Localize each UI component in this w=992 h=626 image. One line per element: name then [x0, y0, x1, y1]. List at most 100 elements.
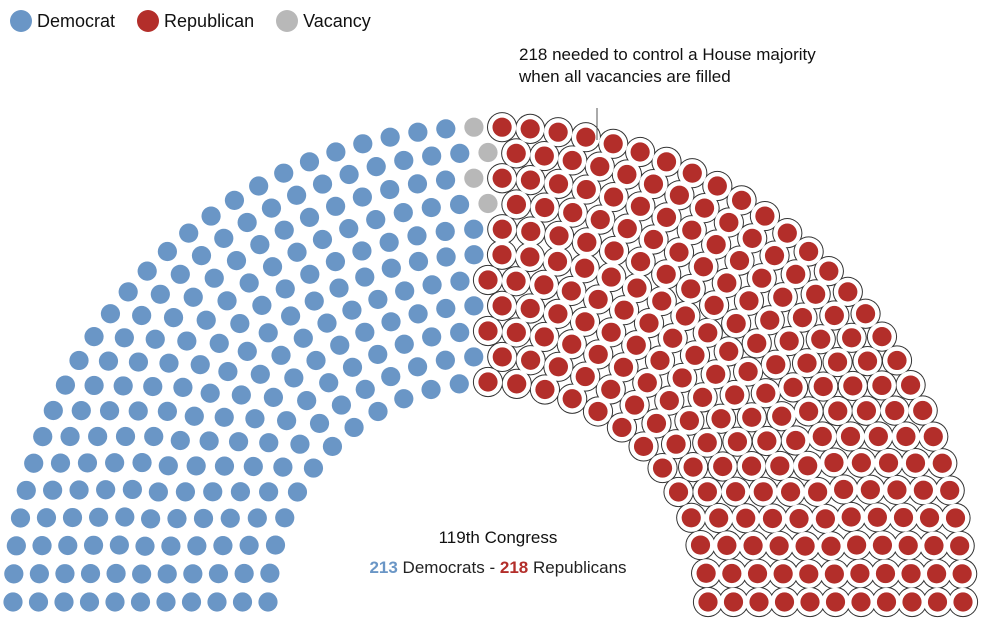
seat-vacancy: [464, 117, 484, 137]
seat-republican: [747, 333, 767, 353]
seat-republican: [850, 563, 870, 584]
seat-republican: [795, 536, 815, 556]
seat-democrat: [220, 508, 240, 528]
seat-republican: [762, 508, 783, 529]
democrat-count-label: Democrats: [402, 558, 485, 577]
seat-republican: [563, 203, 583, 223]
seat-republican: [637, 373, 657, 393]
legend-swatch-republican: [137, 10, 160, 32]
seat-democrat: [77, 453, 98, 473]
seat-republican: [698, 592, 718, 612]
seat-democrat: [407, 226, 427, 246]
seat-democrat: [98, 351, 119, 371]
seat-republican: [506, 194, 527, 215]
seat-democrat: [213, 536, 233, 556]
annotation-line-2: when all vacancies are filled: [519, 67, 731, 86]
seat-democrat: [209, 333, 229, 353]
seat-democrat: [339, 164, 359, 185]
seat-republican: [875, 563, 896, 584]
seat-republican: [885, 401, 905, 421]
seat-democrat: [407, 357, 428, 377]
seat-republican: [792, 307, 813, 328]
legend-swatch-vacancy: [276, 10, 299, 32]
seat-republican: [806, 284, 826, 304]
seat-republican: [799, 401, 819, 421]
seat-democrat: [224, 190, 245, 210]
seat-democrat: [144, 426, 164, 447]
seat-republican: [652, 458, 673, 478]
seat-republican: [492, 245, 512, 265]
seat-republican: [626, 335, 646, 355]
seat-republican: [534, 275, 554, 295]
seat-democrat: [299, 207, 320, 227]
seat-democrat: [449, 374, 469, 394]
seat-democrat: [128, 352, 149, 372]
seat-republican: [813, 376, 833, 397]
seat-democrat: [381, 312, 401, 332]
seat-democrat: [304, 291, 324, 311]
seat-democrat: [191, 246, 212, 266]
seat-democrat: [252, 295, 272, 315]
seat-democrat: [32, 536, 52, 556]
seat-republican: [887, 350, 907, 371]
seat-republican: [857, 351, 878, 371]
seat-republican: [652, 291, 672, 311]
seat-republican: [507, 374, 527, 394]
seat-republican: [739, 291, 759, 311]
seat-republican: [723, 592, 744, 612]
seat-republican: [851, 592, 871, 612]
seat-democrat: [322, 436, 343, 457]
seat-republican: [681, 508, 701, 528]
seat-republican: [672, 368, 692, 388]
republican-count: 218: [499, 558, 529, 577]
seat-republican: [772, 406, 792, 426]
seat-republican: [769, 536, 789, 556]
seat-republican: [717, 535, 737, 555]
seat-republican: [932, 453, 952, 473]
seat-republican: [896, 426, 916, 447]
seat-democrat: [287, 482, 308, 502]
seat-republican: [575, 312, 595, 332]
seat-democrat: [132, 305, 152, 326]
seat-republican: [625, 395, 645, 415]
seat-democrat: [114, 328, 134, 348]
seat-republican: [777, 223, 797, 243]
seat-republican: [726, 313, 746, 334]
seat-republican: [749, 592, 769, 612]
seat-democrat: [204, 268, 224, 288]
seat-democrat: [175, 482, 196, 502]
seat-republican: [683, 457, 703, 477]
seat-democrat: [196, 310, 216, 330]
seat-democrat: [186, 456, 206, 476]
seat-democrat: [450, 271, 470, 291]
seat-republican: [711, 409, 731, 429]
seat-democrat: [141, 509, 161, 529]
seat-democrat: [190, 355, 210, 375]
seat-democrat: [184, 406, 204, 426]
congress-summary: 119th Congress 213 Democrats - 218 Repub…: [320, 527, 676, 579]
seat-democrat: [163, 307, 184, 328]
seat-republican: [872, 375, 892, 396]
seat-republican: [713, 456, 733, 477]
seat-republican: [576, 127, 596, 147]
seat-republican: [627, 278, 647, 298]
seat-democrat: [450, 322, 470, 343]
seat-republican: [630, 252, 651, 272]
seat-democrat: [297, 391, 317, 411]
seat-republican: [786, 264, 806, 284]
seat-democrat: [208, 564, 229, 584]
seat-democrat: [6, 536, 26, 556]
seat-republican: [520, 170, 541, 190]
seat-republican: [521, 350, 541, 370]
seat-republican: [821, 536, 841, 556]
seat-republican: [669, 242, 689, 262]
seat-democrat: [218, 361, 238, 382]
seat-republican: [856, 401, 877, 421]
seat-republican: [841, 507, 861, 527]
seat-democrat: [143, 376, 163, 397]
legend-item-republican: Republican: [137, 10, 254, 32]
seat-republican: [534, 327, 554, 347]
seat-republican: [756, 383, 776, 403]
seat-democrat: [342, 357, 363, 377]
seat-republican: [927, 564, 947, 584]
